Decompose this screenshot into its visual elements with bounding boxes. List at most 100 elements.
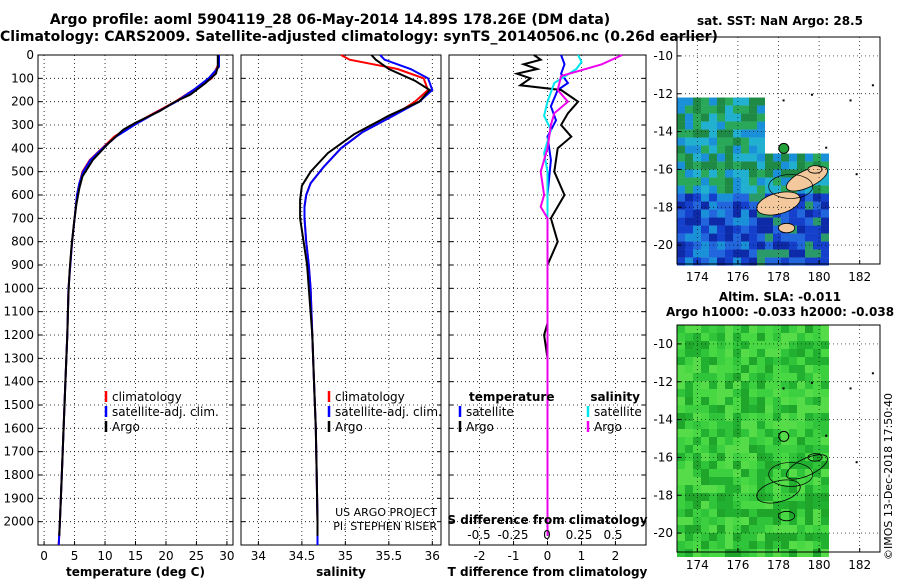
- sst-cell: [725, 209, 733, 218]
- sst-cell: [749, 121, 757, 130]
- sla-cell: [773, 533, 781, 541]
- sst-cell: [813, 185, 821, 194]
- temperature-legend-label: Argo: [112, 420, 140, 434]
- sla-cell: [701, 541, 709, 549]
- depth-tick-label: 1700: [3, 445, 34, 459]
- map-sst-ytick-label: -20: [653, 238, 673, 252]
- sla-cell: [725, 365, 733, 373]
- map-sst-ytick-label: -16: [653, 162, 673, 176]
- map-sst-xtick-label: 174: [686, 270, 709, 284]
- diff-legend-title-salinity: salinity: [590, 390, 640, 404]
- sla-cell: [709, 453, 717, 461]
- map-sst-ytick-label: -18: [653, 200, 673, 214]
- sla-cell: [749, 381, 757, 389]
- sst-cell: [685, 137, 693, 146]
- sla-cell: [813, 533, 821, 541]
- sla-cell: [701, 501, 709, 509]
- sst-cell: [773, 153, 781, 162]
- sla-cell: [757, 389, 765, 397]
- sst-cell: [741, 209, 749, 218]
- sla-cell: [701, 397, 709, 405]
- sla-cell: [813, 357, 821, 365]
- sst-cell: [757, 97, 765, 106]
- sla-cell: [757, 397, 765, 405]
- sst-cell: [821, 177, 829, 186]
- sla-cell: [749, 469, 757, 477]
- sla-cell: [677, 469, 685, 477]
- sst-cell: [741, 217, 749, 226]
- sla-cell: [749, 357, 757, 365]
- sst-cell: [685, 225, 693, 234]
- sla-cell: [805, 341, 813, 349]
- sst-cell: [701, 209, 709, 218]
- sla-cell: [805, 397, 813, 405]
- sla-cell: [741, 397, 749, 405]
- map-sst-xtick-label: 182: [848, 270, 871, 284]
- sla-cell: [797, 389, 805, 397]
- reef-dot: [825, 434, 828, 437]
- sla-cell: [733, 549, 741, 557]
- sst-cell: [685, 129, 693, 138]
- sst-cell: [749, 97, 757, 106]
- reef-dot: [810, 381, 813, 384]
- sst-cell: [813, 257, 821, 266]
- sla-cell: [789, 501, 797, 509]
- sst-cell: [757, 185, 765, 194]
- sst-cell: [757, 249, 765, 258]
- sla-cell: [805, 349, 813, 357]
- sst-cell: [685, 161, 693, 170]
- sla-cell: [813, 509, 821, 517]
- sla-cell: [765, 373, 773, 381]
- sla-cell: [789, 437, 797, 445]
- sla-cell: [749, 365, 757, 373]
- sst-cell: [709, 257, 717, 266]
- sst-cell: [733, 209, 741, 218]
- sla-cell: [717, 509, 725, 517]
- sla-cell: [813, 493, 821, 501]
- sst-cell: [749, 145, 757, 154]
- sst-cell: [725, 121, 733, 130]
- sla-cell: [733, 349, 741, 357]
- reef-dot: [849, 387, 852, 390]
- temperature-series-argo: [58, 55, 219, 536]
- map-sst-xtick-label: 180: [808, 270, 831, 284]
- sla-cell: [741, 517, 749, 525]
- sla-cell: [821, 541, 829, 549]
- sst-cell: [789, 241, 797, 250]
- sla-cell: [805, 501, 813, 509]
- sla-cell: [773, 421, 781, 429]
- sst-cell: [821, 225, 829, 234]
- sla-cell: [709, 357, 717, 365]
- diff-legend-label: satellite: [594, 405, 642, 419]
- sst-cell: [749, 241, 757, 250]
- sla-cell: [741, 437, 749, 445]
- sla-cell: [797, 501, 805, 509]
- sst-cell: [741, 201, 749, 210]
- credit-pi: PI: STEPHEN RISER: [333, 520, 437, 533]
- sla-cell: [821, 493, 829, 501]
- sla-cell: [813, 429, 821, 437]
- diff-legend-title-temperature: temperature: [469, 390, 554, 404]
- sla-cell: [757, 381, 765, 389]
- sst-cell: [773, 185, 781, 194]
- sst-cell: [709, 193, 717, 202]
- sst-cell: [789, 161, 797, 170]
- sla-cell: [677, 549, 685, 557]
- sla-cell: [821, 525, 829, 533]
- sla-cell: [797, 373, 805, 381]
- sla-cell: [701, 405, 709, 413]
- sst-cell: [749, 161, 757, 170]
- temperature-xlabel: temperature (deg C): [66, 565, 205, 579]
- sst-cell: [765, 217, 773, 226]
- sla-cell: [685, 485, 693, 493]
- sla-cell: [741, 501, 749, 509]
- sla-cell: [797, 541, 805, 549]
- sla-cell: [765, 405, 773, 413]
- sla-cell: [709, 517, 717, 525]
- sla-cell: [733, 445, 741, 453]
- sla-cell: [733, 477, 741, 485]
- sla-cell: [677, 533, 685, 541]
- sst-cell: [733, 257, 741, 266]
- sla-cell: [725, 357, 733, 365]
